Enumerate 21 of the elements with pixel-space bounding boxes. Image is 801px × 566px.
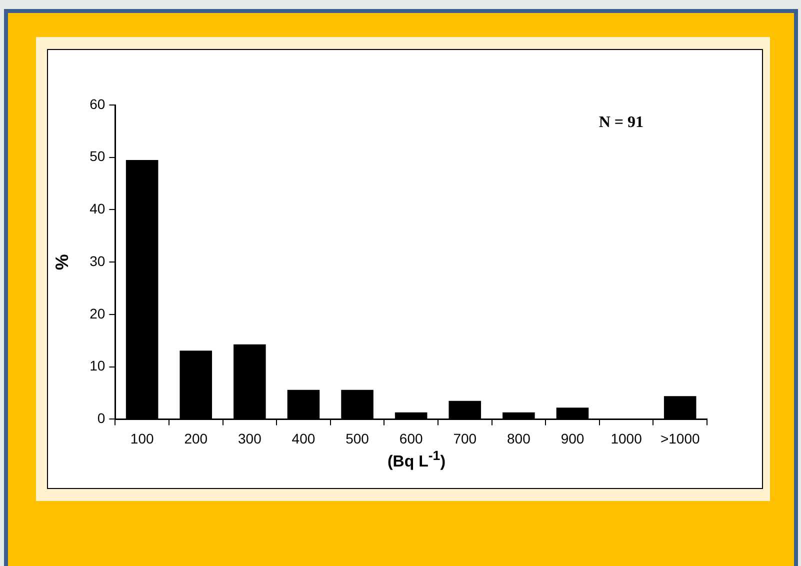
- y-tick-label: 10: [90, 358, 106, 374]
- x-tick-label: 900: [560, 430, 584, 446]
- x-tick-label: >1000: [660, 430, 700, 446]
- x-tick-label: 400: [292, 430, 316, 446]
- x-tick-label: 700: [453, 430, 477, 446]
- x-tick-label: 300: [238, 430, 262, 446]
- x-tick-label: 100: [130, 430, 154, 446]
- y-tick-label: 0: [97, 410, 106, 426]
- x-tick-label: 600: [399, 430, 423, 446]
- x-tick-label: 1000: [610, 430, 642, 446]
- y-axis-title: %: [52, 254, 72, 270]
- y-tick-label: 30: [90, 252, 106, 269]
- y-tick-label: 50: [90, 148, 106, 164]
- x-tick-label: 200: [184, 430, 208, 446]
- x-tick-label: 800: [507, 430, 531, 446]
- x-axis-title: (Bq L$^{-1}$): [386, 448, 447, 472]
- annotation: N = 91: [598, 114, 644, 132]
- y-tick-label: 20: [90, 305, 106, 322]
- y-tick-label: 60: [90, 96, 106, 112]
- x-tick-label: 500: [346, 430, 370, 446]
- y-tick-label: 40: [90, 200, 106, 217]
